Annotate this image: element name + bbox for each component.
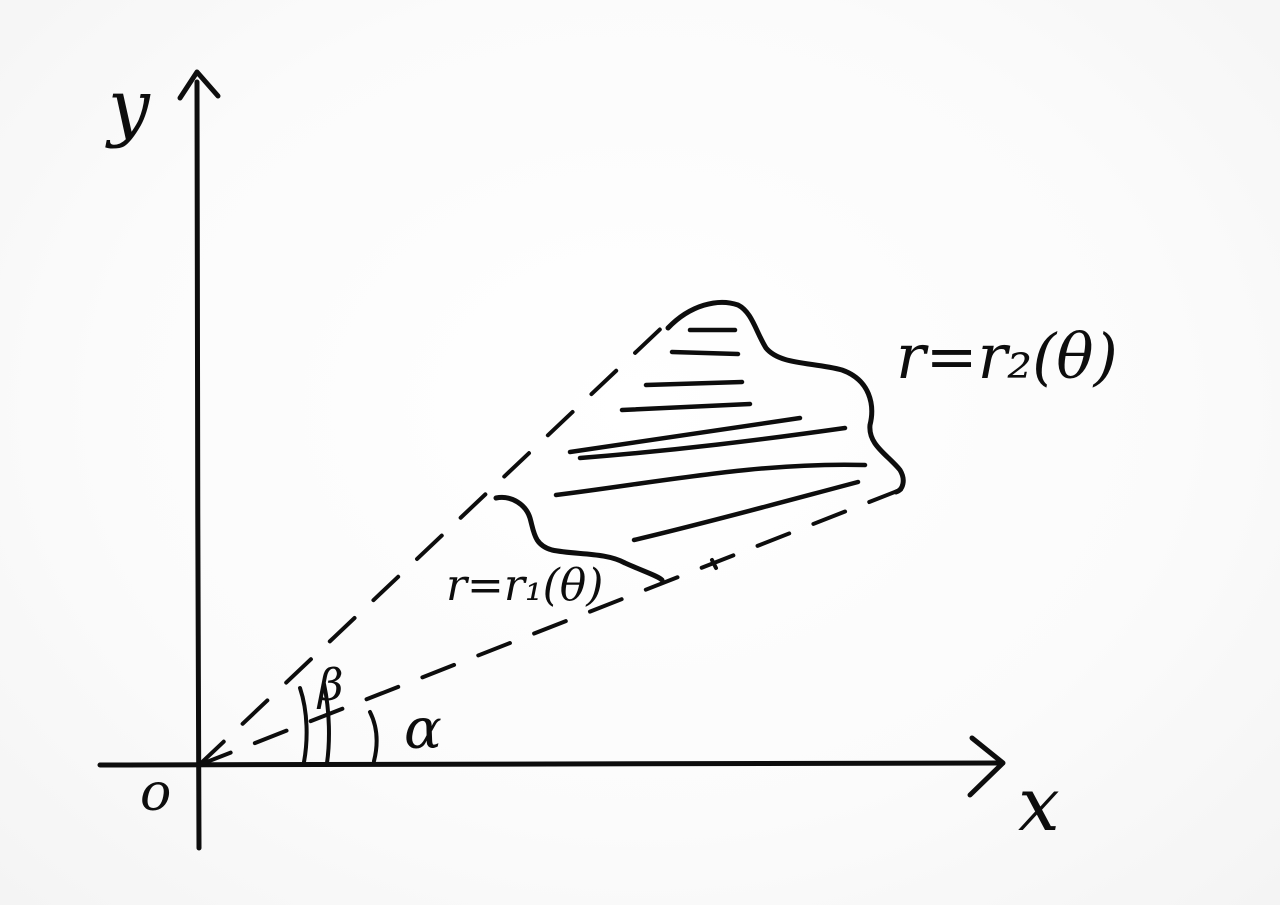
arc-beta-1 bbox=[298, 686, 309, 764]
angle-alpha-label: α bbox=[404, 697, 442, 762]
ray-alpha-dashed bbox=[197, 486, 907, 767]
origin-label: o bbox=[140, 763, 171, 823]
outer-curve-label: r=r₂(θ) bbox=[896, 320, 1118, 393]
outer-curve-r2 bbox=[665, 299, 906, 495]
region-hatching bbox=[553, 327, 868, 543]
arc-beta-2 bbox=[322, 682, 331, 765]
angle-marks bbox=[298, 682, 379, 765]
y-axis-arrowhead bbox=[177, 69, 221, 101]
inner-curve-r1 bbox=[493, 494, 665, 583]
inner-curve-label: r=r₁(θ) bbox=[446, 560, 603, 611]
arc-alpha bbox=[368, 710, 379, 763]
x-axis bbox=[97, 735, 1006, 798]
ray-beta-dashed bbox=[197, 316, 674, 767]
y-axis-label: y bbox=[105, 64, 151, 150]
x-axis-arrowhead bbox=[967, 735, 1006, 798]
y-axis bbox=[177, 69, 221, 851]
x-axis-label: x bbox=[1018, 762, 1060, 848]
ray-tick-mark bbox=[710, 558, 718, 570]
angle-beta-label: β bbox=[316, 660, 343, 711]
